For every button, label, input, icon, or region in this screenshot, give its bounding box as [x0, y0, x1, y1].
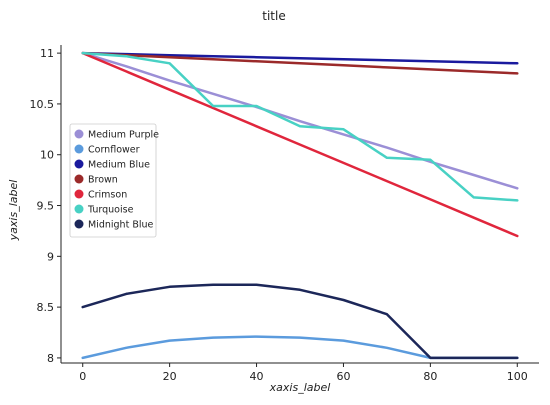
- x-ticks: 0 20 40 60 80 100: [79, 363, 528, 383]
- y-tick-label: 8: [47, 352, 54, 365]
- legend-swatch-medium-purple: [74, 129, 84, 139]
- legend: Medium Purple Cornflower Medium Blue Brown C…: [69, 123, 159, 238]
- legend-label-crimson: Crimson: [88, 190, 127, 201]
- series-line-medium-purple: [81, 51, 519, 190]
- x-axis-title: xaxis_label: [269, 381, 331, 394]
- legend-swatch-crimson: [74, 189, 84, 199]
- legend-label-midnight-blue: Midnight Blue: [88, 220, 154, 231]
- legend-label-medium-blue: Medium Blue: [88, 160, 150, 171]
- series-layer: [81, 51, 519, 360]
- plot-area: [60, 45, 539, 364]
- series-line-medium-blue: [81, 51, 519, 65]
- x-tick-label: 80: [423, 370, 437, 383]
- y-axis-title: yaxis_label: [7, 180, 20, 242]
- y-tick-label: 10.5: [30, 98, 55, 111]
- legend-swatch-medium-blue: [74, 159, 84, 169]
- chart-title: title: [262, 9, 285, 23]
- legend-swatch-midnight-blue: [74, 219, 84, 229]
- series-line-midnight-blue: [81, 283, 519, 360]
- legend-box: [69, 123, 157, 238]
- y-tick-label: 9: [47, 250, 54, 263]
- y-ticks: 8 8.5 9 9.5 10 10.5 11: [30, 47, 61, 365]
- legend-label-cornflower: Cornflower: [88, 145, 140, 156]
- series-line-turquoise: [81, 51, 519, 202]
- x-tick-label: 20: [163, 370, 177, 383]
- legend-swatch-cornflower: [74, 144, 84, 154]
- series-line-crimson: [81, 51, 519, 238]
- y-tick-label: 10: [40, 149, 54, 162]
- x-tick-label: 0: [79, 370, 86, 383]
- x-tick-label: 100: [507, 370, 528, 383]
- y-tick-label: 9.5: [37, 200, 55, 213]
- legend-label-brown: Brown: [88, 175, 118, 186]
- legend-swatch-turquoise: [74, 204, 84, 214]
- y-tick-label: 11: [40, 47, 54, 60]
- legend-swatch-brown: [74, 174, 84, 184]
- x-tick-label: 40: [250, 370, 264, 383]
- y-tick-label: 8.5: [37, 301, 55, 314]
- x-tick-label: 60: [336, 370, 350, 383]
- legend-label-medium-purple: Medium Purple: [88, 130, 159, 141]
- legend-label-turquoise: Turquoise: [87, 205, 134, 216]
- series-line-brown: [81, 51, 519, 75]
